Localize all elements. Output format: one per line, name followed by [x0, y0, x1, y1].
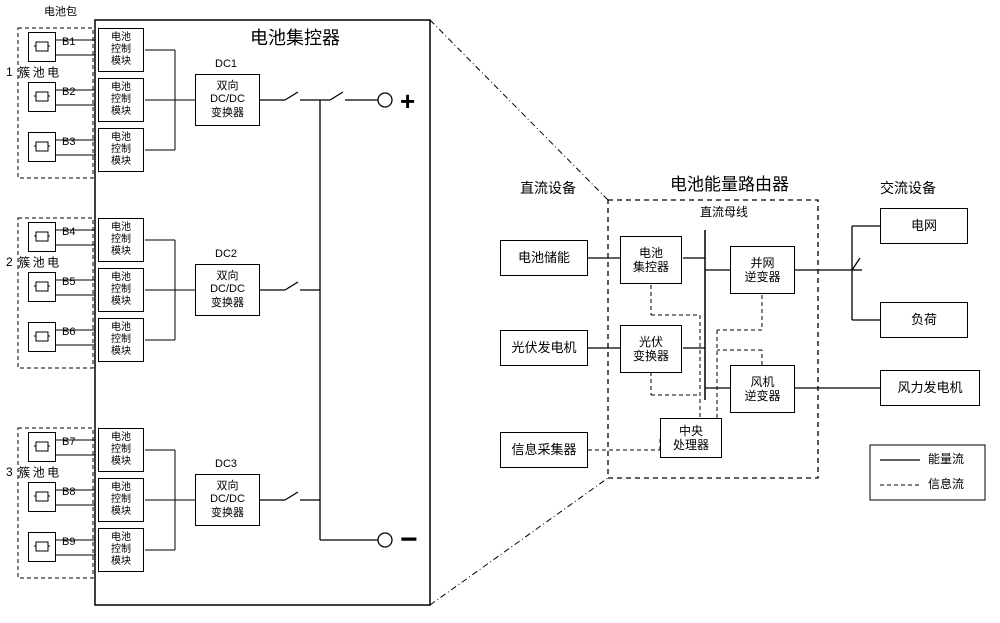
- ctrl-b2: 电池 控制 模块: [98, 78, 144, 122]
- ctrl-b9: 电池 控制 模块: [98, 528, 144, 572]
- pack-b3: [28, 132, 56, 162]
- pack-b8: [28, 482, 56, 512]
- pack-b9: [28, 532, 56, 562]
- b7-label: B7: [62, 436, 75, 449]
- ctrl-b5: 电池 控制 模块: [98, 268, 144, 312]
- pack-b7: [28, 432, 56, 462]
- dc3-box: 双向 DC/DC 变换器: [195, 474, 260, 526]
- grid-box: 电网: [880, 208, 968, 244]
- pvconv-box: 光伏 变换器: [620, 325, 682, 373]
- ctrl-b8: 电池 控制 模块: [98, 478, 144, 522]
- dc1-label: DC1: [215, 58, 237, 71]
- bus-label: 直流母线: [700, 205, 748, 219]
- cluster1-name: 电池簇1: [2, 65, 60, 79]
- load-box: 负荷: [880, 302, 968, 338]
- b9-label: B9: [62, 536, 75, 549]
- windgen-box: 风力发电机: [880, 370, 980, 406]
- dc3-label: DC3: [215, 458, 237, 471]
- ctrl-b7: 电池 控制 模块: [98, 428, 144, 472]
- pack-b6: [28, 322, 56, 352]
- wiring-svg: [0, 0, 1000, 623]
- minus-label: −: [400, 522, 418, 558]
- dc2-label: DC2: [215, 248, 237, 261]
- gridinv-box: 并网 逆变器: [730, 246, 795, 294]
- plus-label: +: [400, 86, 415, 117]
- pack-label: 电池包: [44, 6, 77, 19]
- b5-label: B5: [62, 276, 75, 289]
- dc1-box: 双向 DC/DC 变换器: [195, 74, 260, 126]
- dc2-box: 双向 DC/DC 变换器: [195, 264, 260, 316]
- b1-label: B1: [62, 36, 75, 49]
- pack-b1: [28, 32, 56, 62]
- ctrl-b3: 电池 控制 模块: [98, 128, 144, 172]
- b2-label: B2: [62, 86, 75, 99]
- battctrl-box: 电池 集控器: [620, 236, 682, 284]
- ctrl-b1: 电池 控制 模块: [98, 28, 144, 72]
- storage-box: 电池储能: [500, 240, 588, 276]
- windinv-box: 风机 逆变器: [730, 365, 795, 413]
- ctrl-b6: 电池 控制 模块: [98, 318, 144, 362]
- legend-energy: 能量流: [928, 452, 964, 466]
- ac-header: 交流设备: [880, 180, 936, 197]
- legend-info: 信息流: [928, 477, 964, 491]
- pack-b4: [28, 222, 56, 252]
- pack-b5: [28, 272, 56, 302]
- b4-label: B4: [62, 226, 75, 239]
- pvgen-box: 光伏发电机: [500, 330, 588, 366]
- dc-header: 直流设备: [520, 180, 576, 197]
- cluster3-name: 电池簇3: [2, 465, 60, 479]
- b3-label: B3: [62, 136, 75, 149]
- left-title: 电池集控器: [250, 28, 340, 50]
- cpu-box: 中央 处理器: [660, 418, 722, 458]
- b6-label: B6: [62, 326, 75, 339]
- info-box: 信息采集器: [500, 432, 588, 468]
- pack-b2: [28, 82, 56, 112]
- router-header: 电池能量路由器: [670, 175, 789, 195]
- b8-label: B8: [62, 486, 75, 499]
- cluster2-name: 电池簇2: [2, 255, 60, 269]
- ctrl-b4: 电池 控制 模块: [98, 218, 144, 262]
